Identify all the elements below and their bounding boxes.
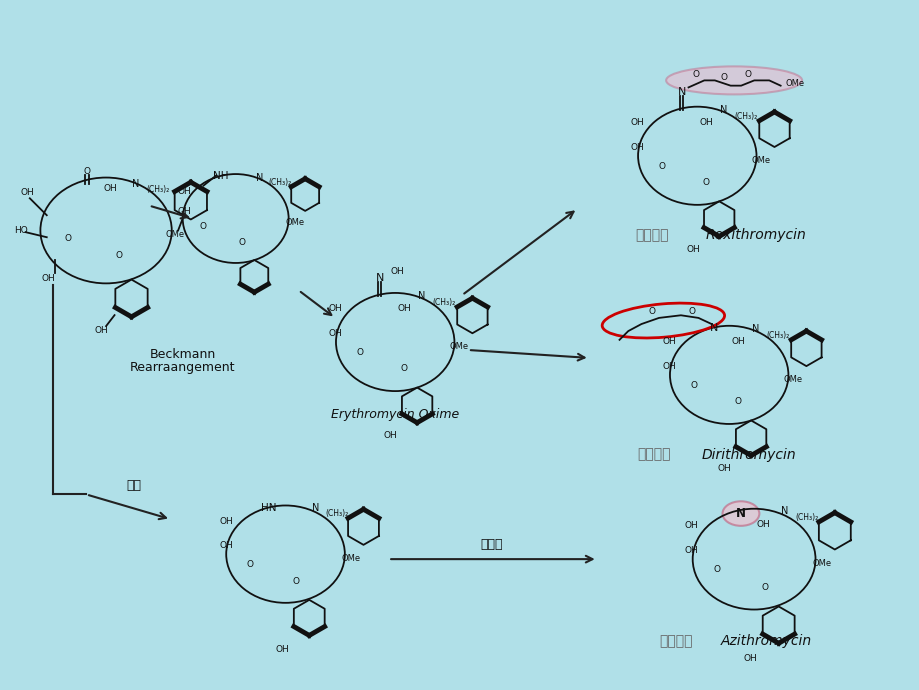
Text: HO: HO <box>15 226 28 235</box>
Text: N: N <box>735 507 745 520</box>
Text: OH: OH <box>686 245 699 254</box>
Text: (CH₃)₂: (CH₃)₂ <box>795 513 818 522</box>
Text: O: O <box>199 222 207 231</box>
Text: N: N <box>751 324 758 334</box>
Text: OMe: OMe <box>449 342 469 351</box>
Text: O: O <box>690 381 697 390</box>
Text: OH: OH <box>219 518 233 526</box>
Text: N: N <box>132 179 140 189</box>
Text: 甲基化: 甲基化 <box>480 538 503 551</box>
Text: OH: OH <box>177 207 191 216</box>
Text: 罗红霉素: 罗红霉素 <box>635 228 668 242</box>
Text: OH: OH <box>743 653 756 662</box>
Text: Rearraangement: Rearraangement <box>130 362 235 375</box>
Text: OH: OH <box>103 184 117 193</box>
Text: OH: OH <box>20 188 34 197</box>
Text: OH: OH <box>630 118 644 127</box>
Text: N: N <box>720 105 727 115</box>
Text: O: O <box>743 70 751 79</box>
Text: OH: OH <box>328 304 342 313</box>
Text: O: O <box>246 560 253 569</box>
Text: O: O <box>688 306 695 315</box>
Text: OH: OH <box>662 337 675 346</box>
Text: HN: HN <box>261 502 276 513</box>
Text: NH: NH <box>212 171 228 181</box>
Text: OMe: OMe <box>783 375 802 384</box>
Text: N: N <box>417 291 425 302</box>
Text: O: O <box>84 167 91 176</box>
Text: O: O <box>292 577 299 586</box>
Text: OH: OH <box>391 268 404 277</box>
Text: O: O <box>733 397 741 406</box>
Text: O: O <box>691 70 698 79</box>
Text: OH: OH <box>755 520 769 529</box>
Text: OMe: OMe <box>751 156 770 165</box>
Text: N: N <box>312 502 319 513</box>
Text: O: O <box>400 364 407 373</box>
Text: OMe: OMe <box>811 559 831 568</box>
Text: O: O <box>760 582 767 592</box>
Text: (CH₃)₂: (CH₃)₂ <box>432 298 455 307</box>
Text: 阿齐霉素: 阿齐霉素 <box>659 634 692 648</box>
Text: OH: OH <box>95 326 108 335</box>
Text: OH: OH <box>219 541 233 550</box>
Text: 还原: 还原 <box>126 479 142 492</box>
Text: N: N <box>709 324 718 333</box>
Text: N: N <box>255 173 263 183</box>
Text: (CH₃)₂: (CH₃)₂ <box>267 179 290 188</box>
Text: Azithromycin: Azithromycin <box>720 634 811 648</box>
Text: (CH₃)₂: (CH₃)₂ <box>146 186 169 195</box>
Text: O: O <box>115 251 122 260</box>
Text: OH: OH <box>177 187 191 196</box>
Text: OH: OH <box>275 645 289 654</box>
Ellipse shape <box>721 502 758 526</box>
Text: OMe: OMe <box>165 230 185 239</box>
Text: OMe: OMe <box>784 79 803 88</box>
Text: Dirithromycin: Dirithromycin <box>700 448 795 462</box>
Text: O: O <box>720 73 726 82</box>
Ellipse shape <box>665 66 801 95</box>
Text: Erythromycin Oxime: Erythromycin Oxime <box>331 408 459 421</box>
Text: OMe: OMe <box>341 554 360 563</box>
Text: O: O <box>64 235 72 244</box>
Text: (CH₃)₂: (CH₃)₂ <box>766 331 789 340</box>
Text: OH: OH <box>684 546 697 555</box>
Text: N: N <box>780 506 788 516</box>
Text: (CH₃)₂: (CH₃)₂ <box>325 509 348 518</box>
Text: N: N <box>376 273 384 283</box>
Text: 地红霉素: 地红霉素 <box>637 448 670 462</box>
Text: OH: OH <box>397 304 411 313</box>
Text: O: O <box>648 306 654 315</box>
Text: OH: OH <box>698 118 712 127</box>
Text: OH: OH <box>328 328 342 337</box>
Text: O: O <box>357 348 363 357</box>
Text: Beckmann: Beckmann <box>150 348 216 362</box>
Text: OH: OH <box>630 143 644 152</box>
Text: N: N <box>677 87 686 97</box>
Text: OH: OH <box>731 337 744 346</box>
Text: OMe: OMe <box>285 218 304 227</box>
Text: O: O <box>658 161 665 171</box>
Text: OH: OH <box>41 274 55 283</box>
Text: O: O <box>713 565 720 574</box>
Text: OH: OH <box>662 362 675 371</box>
Text: O: O <box>702 177 709 186</box>
Text: O: O <box>239 238 245 247</box>
Text: Roxithromycin: Roxithromycin <box>705 228 805 242</box>
Text: OH: OH <box>684 522 697 531</box>
Text: OH: OH <box>717 464 731 473</box>
Text: (CH₃)₂: (CH₃)₂ <box>733 112 756 121</box>
Text: OH: OH <box>383 431 397 440</box>
